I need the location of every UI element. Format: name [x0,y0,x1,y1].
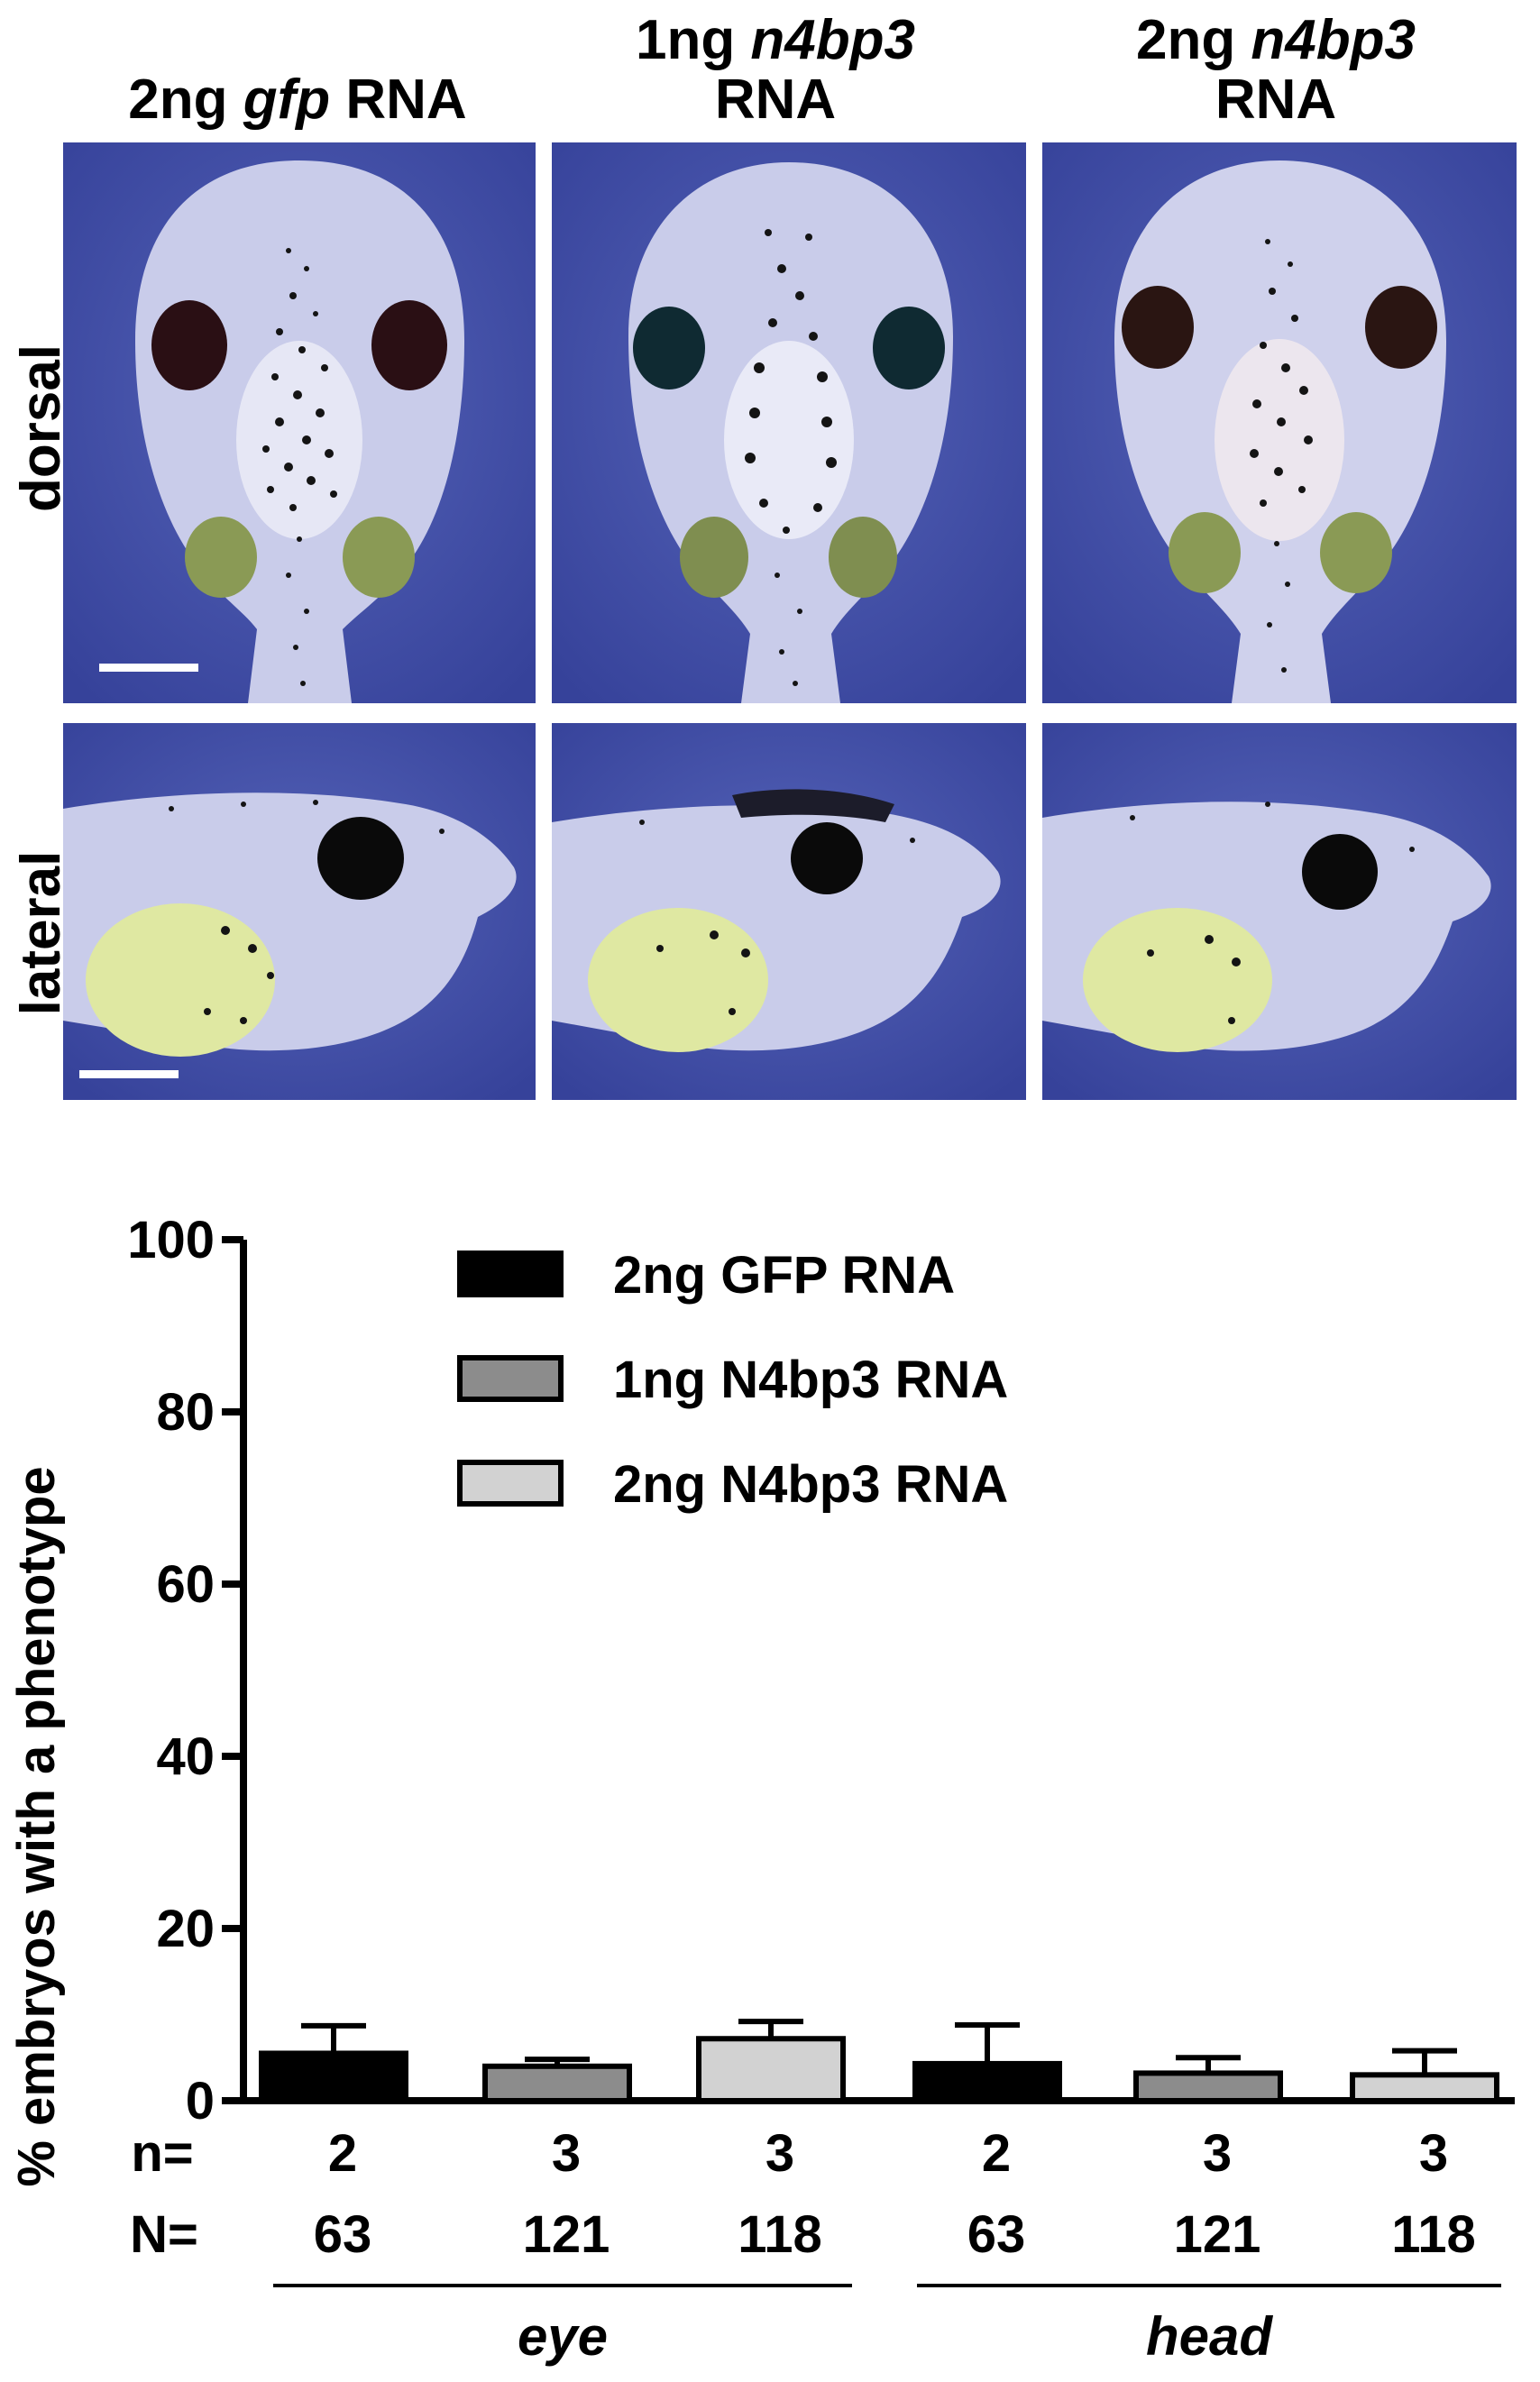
bar [482,2063,632,2103]
lateral-image-n4bp3-1ng [552,723,1026,1100]
group-label-head: head [1146,2306,1273,2367]
y-tick-label: 0 [186,2072,215,2130]
n-value: 3 [552,2124,581,2183]
lateral-image-n4bp3-2ng [1042,723,1517,1100]
y-axis-label: % embryos with a phenotype [7,1466,66,2186]
N-value: 118 [1391,2205,1476,2264]
dorsal-image-n4bp3-1ng [552,142,1026,703]
bar [1133,2070,1283,2104]
legend-swatch [457,1251,564,1297]
y-tick-label: 100 [127,1211,215,1269]
y-tick-label: 40 [156,1727,215,1786]
lateral-image-gfp [63,723,536,1100]
bars [259,2019,1499,2104]
bar [912,2060,1062,2103]
n-value: 3 [1419,2124,1448,2183]
legend-swatch [457,1460,564,1507]
column-title-n4bp3-1ng: 1ng n4bp3 RNA [635,9,916,131]
bar [259,2050,408,2103]
y-tick-label: 80 [156,1383,215,1442]
bar [696,2036,846,2103]
legend-label: 2ng N4bp3 RNA [613,1455,1008,1514]
bar-chart: % embryos with a phenotype 020406080100 … [7,1211,1515,2367]
legend: 2ng GFP RNA 1ng N4bp3 RNA 2ng N4bp3 RNA [457,1246,1008,1514]
N-value: 121 [523,2205,610,2264]
n-label: n= [131,2124,193,2183]
legend-swatch [457,1355,564,1402]
dorsal-image-n4bp3-2ng [1042,142,1517,703]
N-value: 63 [314,2205,372,2264]
bar [1350,2072,1499,2103]
n-value: 2 [328,2124,357,2183]
sample-counts: n= N= 2 63 3 121 3 118 2 63 3 121 3 118 [130,2124,1476,2264]
group-label-eye: eye [518,2306,608,2367]
N-value: 118 [738,2205,822,2264]
n-value: 2 [982,2124,1011,2183]
dorsal-image-gfp [63,142,536,703]
N-value: 121 [1174,2205,1261,2264]
group-labels: eye head [273,2284,1501,2367]
n-value: 3 [1203,2124,1232,2183]
N-label: N= [130,2205,198,2264]
column-title-n4bp3-2ng: 2ng n4bp3 RNA [1135,9,1416,131]
y-tick-label: 60 [156,1555,215,1614]
column-title-gfp: 2ng gfp RNA [128,69,467,131]
y-tick-label: 20 [156,1900,215,1958]
legend-label: 1ng N4bp3 RNA [613,1351,1008,1409]
n-value: 3 [765,2124,794,2183]
y-axis: 0 20 40 60 80 100 [127,1211,1515,2130]
N-value: 63 [967,2205,1026,2264]
legend-label: 2ng GFP RNA [613,1246,955,1305]
